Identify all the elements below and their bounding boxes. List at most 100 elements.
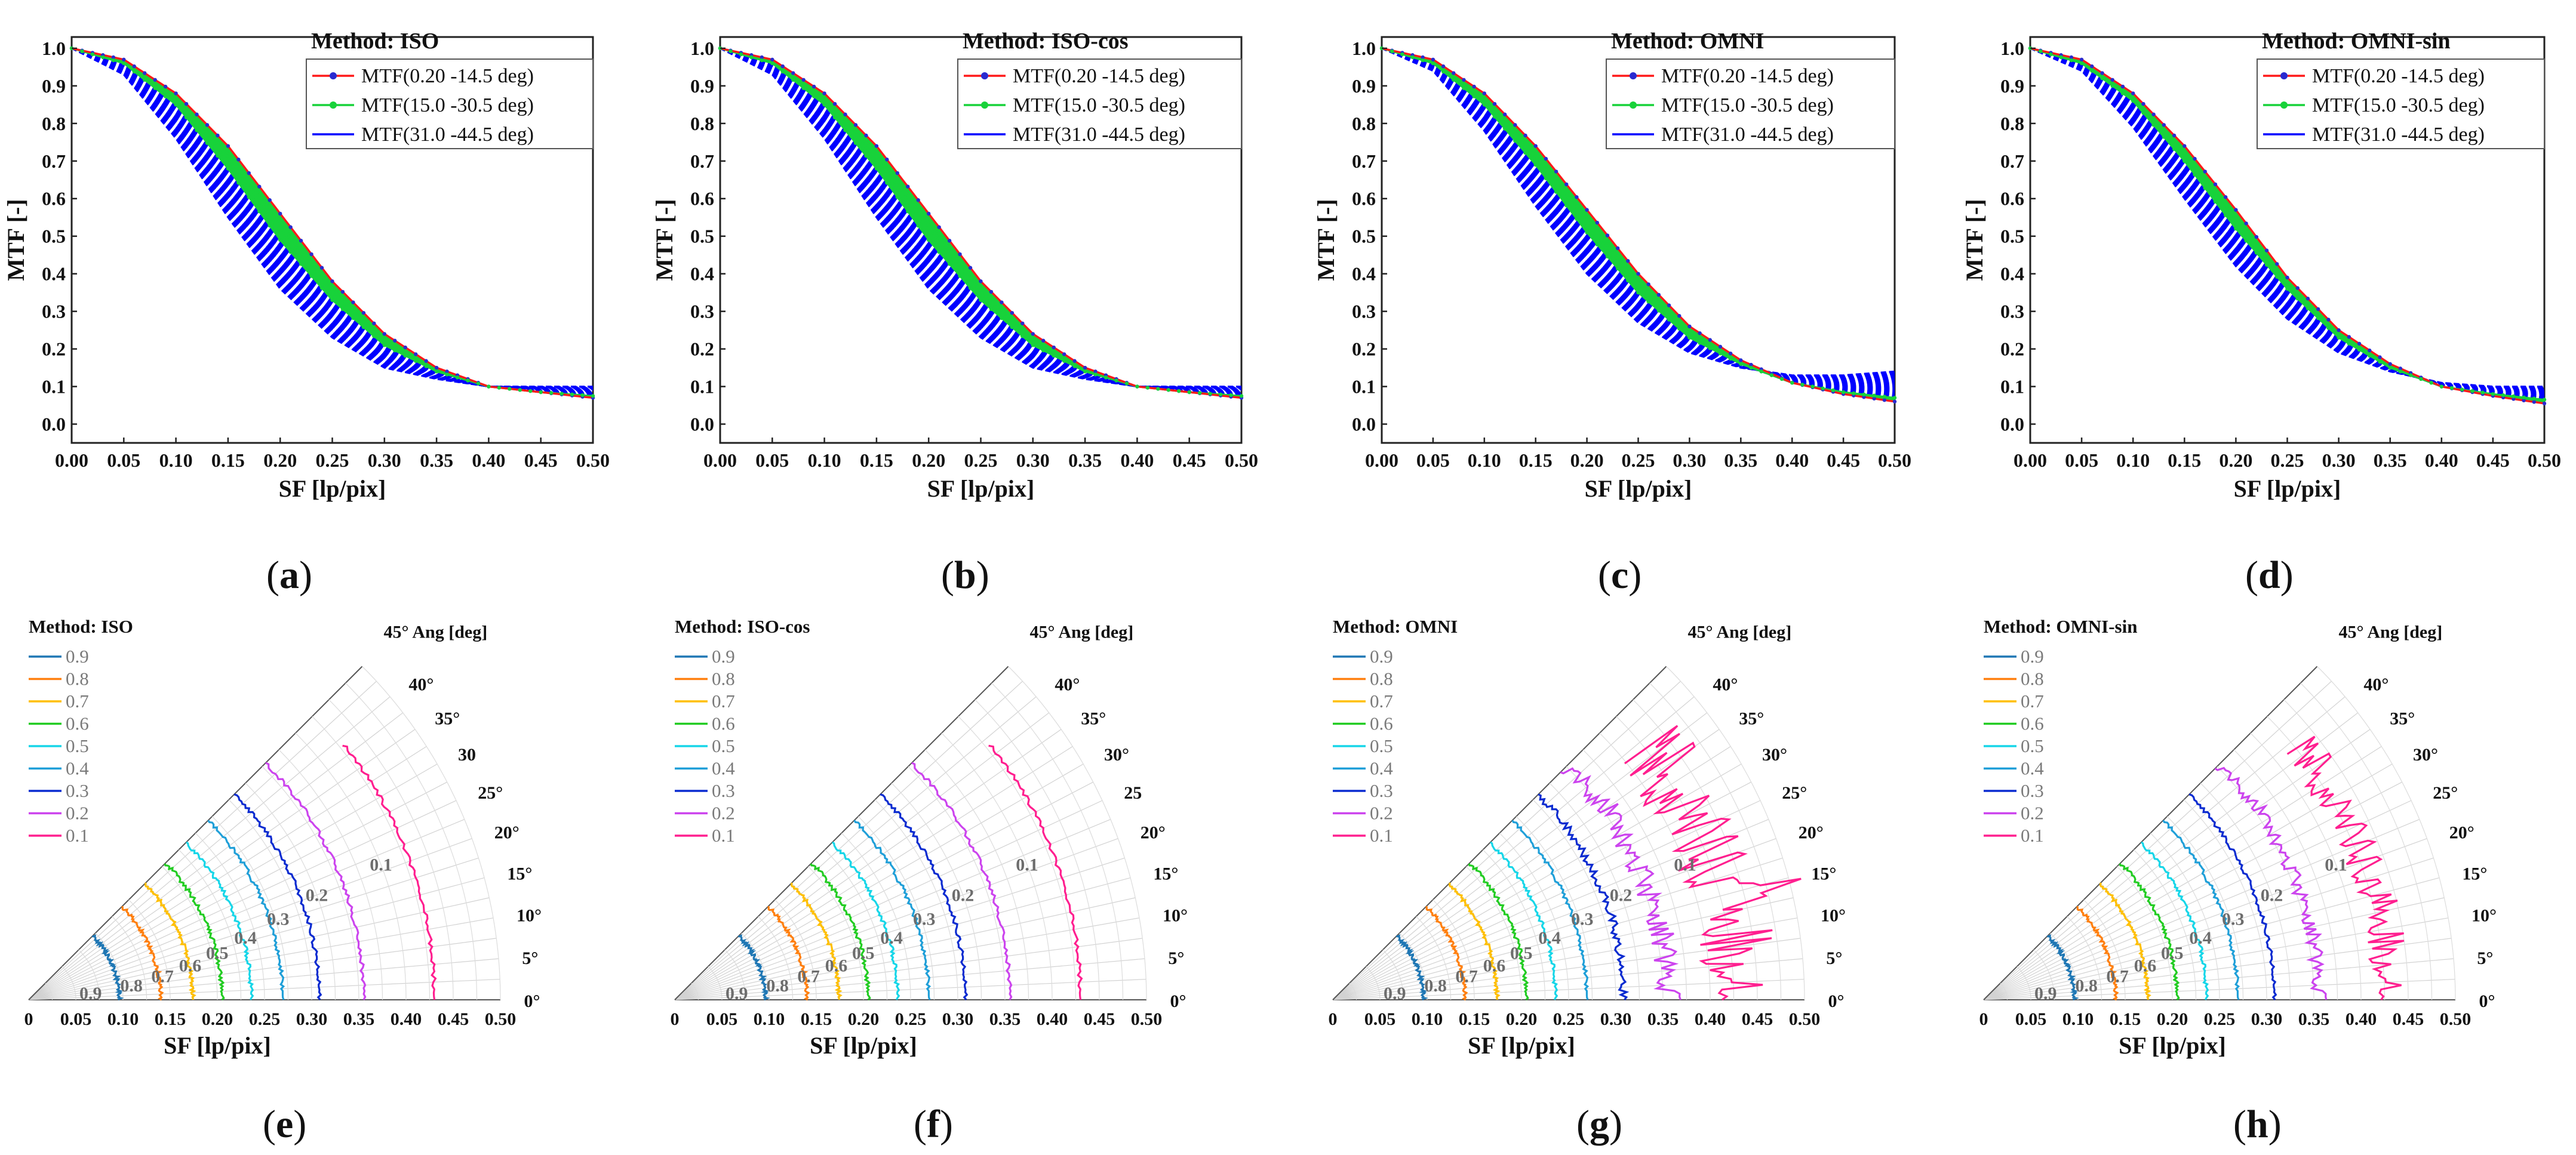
contour-line <box>1425 905 1468 1001</box>
green-series-marker <box>2326 326 2331 330</box>
contour-legend: Method: OMNI 0.90.80.70.60.50.40.30.20.1 <box>1333 616 1458 846</box>
green-series-marker <box>1575 217 1579 221</box>
y-tick-label: 0.0 <box>42 414 66 435</box>
green-series-marker <box>1062 359 1066 363</box>
green-series-marker <box>947 262 952 266</box>
radius-grid-ring <box>2150 833 2220 1000</box>
x-tick-label: 0.10 <box>2116 449 2150 471</box>
red-series-marker <box>1646 282 1650 287</box>
green-series-marker <box>2470 389 2474 393</box>
radius-grid-ring <box>2000 982 2008 1000</box>
green-series-marker <box>2100 76 2104 81</box>
red-series-marker <box>2285 275 2289 280</box>
red-series-marker <box>2398 366 2403 371</box>
legend-label: 0.3 <box>2021 780 2044 801</box>
blue-curve <box>2030 47 2544 388</box>
y-tick-label: 0.6 <box>1352 188 1376 210</box>
green-series-marker <box>236 181 241 185</box>
angle-tick-label: 20° <box>494 823 519 843</box>
contour-label: 0.4 <box>880 928 903 948</box>
red-series-marker <box>906 184 910 189</box>
legend-label: 0.6 <box>1370 713 1393 734</box>
green-series-marker <box>801 86 806 90</box>
radius-grid-ring <box>758 916 794 1000</box>
red-series-marker <box>226 144 230 148</box>
radius-grid-ring <box>1399 932 1428 1000</box>
green-series-marker <box>591 394 595 398</box>
red-series-marker <box>958 252 962 257</box>
green-series-marker <box>1595 242 1599 247</box>
radius-grid-ring <box>228 799 312 1000</box>
contour-line <box>1448 882 1501 1000</box>
radius-tick-label: 0.05 <box>60 1009 92 1029</box>
green-series-marker <box>822 103 826 107</box>
x-tick-label: 0.15 <box>211 449 245 471</box>
blue-curve <box>71 47 594 391</box>
green-series-marker <box>1769 373 1774 377</box>
contour-label: 0.3 <box>2222 909 2245 929</box>
green-series-marker <box>780 69 785 74</box>
radius-tick-label: 0.30 <box>296 1009 328 1029</box>
legend-label: 0.5 <box>1370 735 1393 756</box>
green-series-marker <box>487 384 491 389</box>
panel-label: (g) <box>1576 1102 1622 1146</box>
red-series-marker <box>299 239 303 243</box>
green-series-marker <box>739 52 743 57</box>
green-series-marker <box>1677 327 1682 331</box>
contour-line <box>832 841 900 1000</box>
radius-grid-ring <box>2217 766 2314 1000</box>
radius-tick-label: 0.45 <box>1084 1009 1115 1029</box>
green-series-marker <box>2522 395 2526 400</box>
angle-grid-line <box>28 666 363 1000</box>
legend-title: Method: OMNI-sin <box>1984 616 2137 637</box>
angle-tick-label: 30° <box>1762 745 1787 765</box>
contour-line <box>2162 820 2240 1000</box>
y-tick-label: 0.7 <box>690 150 714 172</box>
x-tick-label: 0.50 <box>1225 449 1258 471</box>
contour-label: 0.7 <box>2106 966 2129 986</box>
green-series-marker <box>1041 348 1046 353</box>
legend-title: Method: ISO-cos <box>675 616 810 637</box>
mtf-chart-c: 0.00 0.05 0.10 0.15 0.20 0.25 0.30 0.35 0.40 0.45… <box>1312 29 1911 597</box>
y-tick-label: 0.1 <box>42 376 66 398</box>
green-series-marker <box>2347 341 2351 346</box>
angle-tick-label: 40° <box>1713 674 1738 694</box>
green-series-marker <box>319 286 324 290</box>
angle-tick-label: 20° <box>1799 823 1824 843</box>
radius-grid-ring <box>2317 666 2456 1000</box>
legend-label: MTF(0.20 -14.5 deg) <box>1013 65 1185 87</box>
contour-label: 0.1 <box>370 855 392 875</box>
angle-tick-label: 25 <box>1124 783 1142 803</box>
red-series-marker <box>382 332 386 336</box>
contour-label: 0.3 <box>267 909 290 929</box>
green-series-marker <box>1421 58 1425 63</box>
red-series-marker <box>2193 156 2197 161</box>
radius-grid-ring <box>1349 982 1357 1000</box>
radius-tick-label: 0.10 <box>107 1009 139 1029</box>
red-series-marker <box>2172 133 2177 138</box>
green-series-marker <box>2398 369 2403 374</box>
y-tick-label: 0.3 <box>1352 301 1376 322</box>
red-series-marker <box>1523 133 1527 138</box>
mtf-chart-d: 0.00 0.05 0.10 0.15 0.20 0.25 0.30 0.35 0.40 0.45… <box>1961 29 2561 597</box>
y-axis-title: MTF [-] <box>1312 199 1339 281</box>
green-series-marker <box>299 262 303 266</box>
radius-grid-ring <box>1616 716 1735 1000</box>
green-series-marker <box>2357 347 2362 352</box>
radius-grid-ring <box>295 732 407 1000</box>
radius-grid-ring <box>924 749 1029 1000</box>
legend-title: Method: OMNI <box>1333 616 1458 637</box>
green-series-marker <box>2378 359 2382 364</box>
radius-tick-label: 0.50 <box>1789 1009 1821 1029</box>
green-series-marker <box>497 386 502 390</box>
x-tick-label: 0.45 <box>524 449 558 471</box>
green-series-marker <box>927 238 931 242</box>
legend-label: 0.2 <box>66 803 89 824</box>
x-tick-label: 0.25 <box>2271 449 2304 471</box>
radius-tick-label: 0.25 <box>1553 1009 1585 1029</box>
y-tick-label: 0.9 <box>1352 75 1376 97</box>
red-series-marker <box>184 101 189 106</box>
red-series-marker <box>1656 292 1661 297</box>
contour-line <box>810 863 871 1001</box>
red-series-marker <box>1636 272 1640 276</box>
